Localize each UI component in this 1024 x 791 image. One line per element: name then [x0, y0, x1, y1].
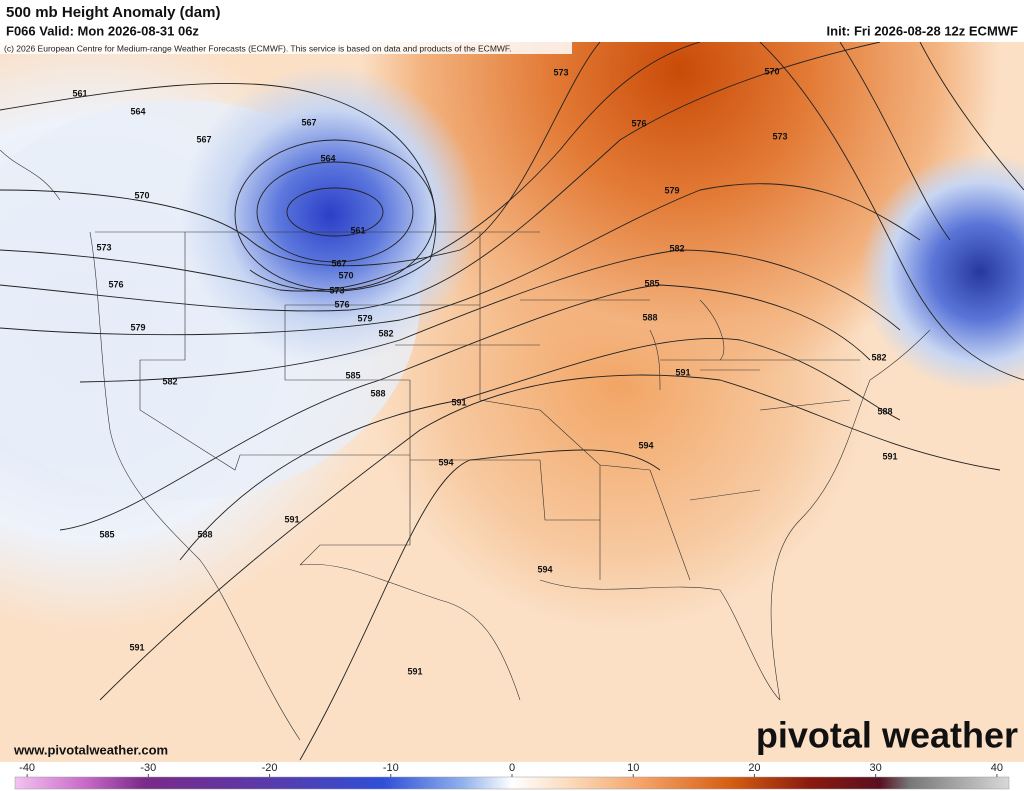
contours [0, 42, 1024, 761]
contour-label: 561 [72, 88, 87, 98]
contour-label: 582 [871, 352, 886, 362]
contour-label: 594 [638, 440, 653, 450]
contour-label: 588 [642, 312, 657, 322]
contour-label: 585 [644, 278, 659, 288]
contour-label: 582 [162, 376, 177, 386]
contour-label: 573 [772, 131, 787, 141]
contour-label: 582 [669, 243, 684, 253]
borders [0, 149, 931, 741]
contour-label: 582 [378, 328, 393, 338]
colorbar-tick-label: 40 [991, 762, 1003, 774]
colorbar-tick-label: -30 [140, 762, 156, 774]
contour-label: 585 [99, 529, 114, 539]
contour-label: 591 [407, 666, 422, 676]
contour-label: 591 [129, 642, 144, 652]
contour-label: 573 [96, 242, 111, 252]
contour-label: 570 [134, 190, 149, 200]
contour-label: 591 [882, 451, 897, 461]
colorbar-tick-label: 20 [748, 762, 760, 774]
colorbar-tick-label: 10 [627, 762, 639, 774]
contour-label: 579 [130, 322, 145, 332]
contour-label: 567 [301, 117, 316, 127]
contour-label: 564 [130, 106, 145, 116]
colorbar-tick-label: -10 [383, 762, 399, 774]
valid-time: F066 Valid: Mon 2026-08-31 06z [6, 23, 199, 38]
logo: pivotal weather [756, 715, 1018, 756]
contour-label: 588 [197, 529, 212, 539]
contour-label: 570 [764, 66, 779, 76]
contour-label: 591 [675, 367, 690, 377]
contour-label: 585 [345, 370, 360, 380]
contour-label: 573 [553, 67, 568, 77]
colorbar-tick-label: 0 [509, 762, 515, 774]
colorbar-tick-label: -40 [19, 762, 35, 774]
colorbar-tick-label: 30 [870, 762, 882, 774]
contour-label: 576 [334, 299, 349, 309]
contour-label: 591 [451, 397, 466, 407]
title: 500 mb Height Anomaly (dam) [6, 4, 220, 21]
contour-label: 591 [284, 514, 299, 524]
contour-label: 579 [357, 313, 372, 323]
contour-label: 588 [877, 406, 892, 416]
contour-label: 588 [370, 388, 385, 398]
colorbar-tick-label: -20 [262, 762, 278, 774]
contour-label: 567 [196, 134, 211, 144]
copyright: (c) 2026 European Centre for Medium-rang… [4, 43, 512, 53]
colorbar-gradient [14, 776, 1010, 790]
contour-label: 579 [664, 185, 679, 195]
contour-label: 561 [350, 225, 365, 235]
contour-label: 594 [537, 564, 552, 574]
contour-label: 564 [320, 153, 335, 163]
contour-label: 567 [331, 258, 346, 268]
copyright-bg [0, 42, 572, 54]
contour-label: 576 [631, 118, 646, 128]
anomaly-low-east [0, 42, 1024, 762]
contour-label: 573 [329, 285, 344, 295]
contour-label: 576 [108, 279, 123, 289]
colorbar: -40 -30 -20 -10 0 10 20 30 40 [14, 762, 1010, 790]
contour-label: 594 [438, 457, 453, 467]
contour-label: 570 [338, 270, 353, 280]
init-time: Init: Fri 2026-08-28 12z ECMWF [827, 23, 1018, 38]
map: 561 564 567 570 573 576 579 582 585 588 … [0, 42, 1024, 762]
website: www.pivotalweather.com [13, 742, 168, 757]
contour-labels: 561 564 567 570 573 576 579 582 585 588 … [72, 66, 897, 676]
